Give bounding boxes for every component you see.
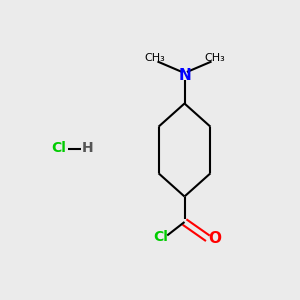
Text: CH₃: CH₃ xyxy=(144,53,165,64)
Text: O: O xyxy=(208,231,221,246)
Text: H: H xyxy=(82,142,94,155)
Text: CH₃: CH₃ xyxy=(204,53,225,64)
Text: N: N xyxy=(178,68,191,82)
Text: Cl: Cl xyxy=(51,142,66,155)
Text: Cl: Cl xyxy=(153,230,168,244)
